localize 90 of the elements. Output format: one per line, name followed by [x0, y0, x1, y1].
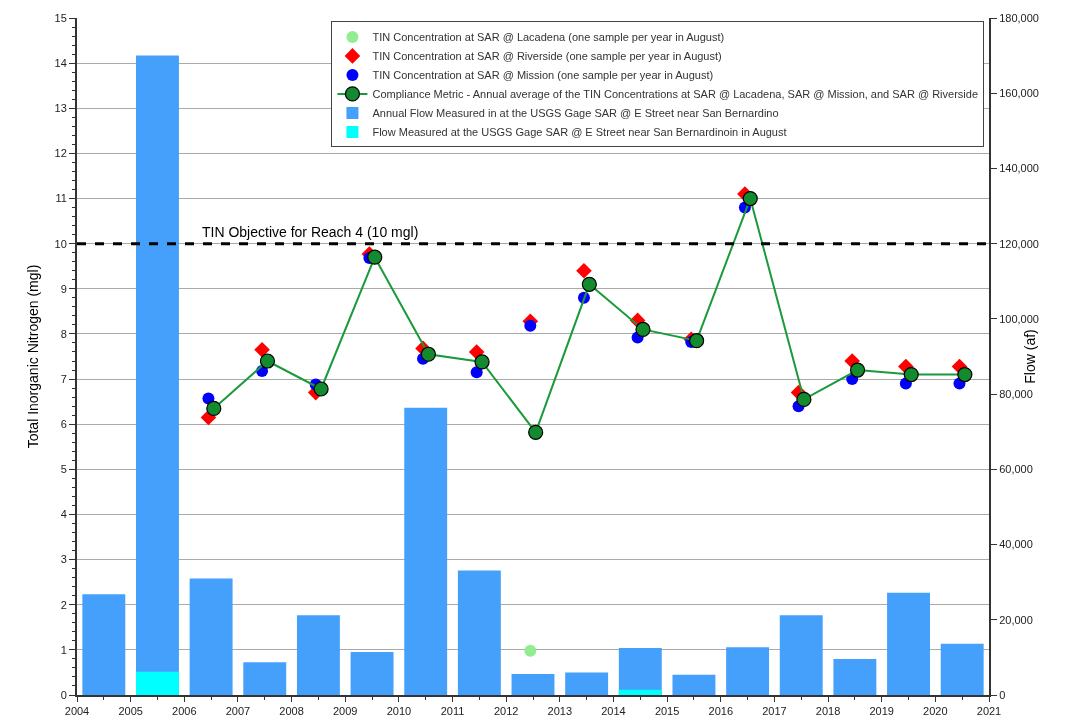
y-tick-label: 15: [54, 11, 67, 24]
y-tick-label: 0: [60, 688, 67, 701]
x-tick-label: 2007: [225, 705, 251, 718]
y-tick-label: 12: [54, 147, 67, 160]
y2-tick-label: 100,000: [999, 312, 1039, 325]
y-tick-label: 9: [60, 282, 67, 295]
point: [903, 366, 919, 383]
point: [581, 276, 597, 292]
bar: [243, 662, 287, 695]
ref-line-label: TIN Objective for Reach 4 (10 mgl): [202, 224, 419, 240]
x-tick-label: 2018: [815, 705, 841, 718]
x-tick-label: 2014: [601, 705, 626, 718]
y2-tick-label: 120,000: [999, 237, 1039, 250]
y-tick-label: 2: [60, 598, 67, 611]
point: [689, 333, 705, 349]
y-tick-label: 14: [54, 56, 67, 69]
y2-axis-title: Flow (af): [1022, 329, 1038, 384]
y-tick-label: 4: [60, 508, 67, 521]
point: [313, 381, 329, 397]
point: [957, 366, 973, 383]
y2-tick-label: 180,000: [999, 11, 1039, 24]
y-tick-label: 8: [60, 327, 67, 340]
y2-tick-label: 0: [999, 688, 1006, 701]
y-tick-label: 3: [60, 553, 67, 566]
point: [367, 249, 383, 265]
point: [796, 391, 812, 407]
x-tick-label: 2012: [493, 705, 519, 718]
y2-tick-label: 80,000: [999, 387, 1033, 400]
x-tick-label: 2008: [279, 705, 304, 718]
bar: [726, 647, 770, 695]
x-tick-label: 2019: [869, 705, 894, 718]
y-tick-label: 1: [60, 643, 67, 656]
bar: [136, 671, 179, 695]
legend-label: TIN Concentration at SAR @ Riverside (one sample per year in August): [372, 50, 722, 63]
legend-label: Flow Measured at the USGS Gage SAR @ E Street near San Bernardinoin in August: [372, 126, 787, 139]
x-tick-label: 2021: [976, 705, 1002, 718]
x-tick-label: 2015: [654, 705, 680, 718]
y-tick-label: 13: [54, 102, 67, 115]
y-tick-label: 11: [55, 192, 67, 205]
bar: [296, 615, 340, 695]
x-tick-label: 2016: [708, 705, 733, 718]
point: [524, 319, 537, 332]
point: [524, 644, 537, 657]
legend-label: Compliance Metric - Annual average of the TIN Concentrations at SAR @ Lacadena, SAR @ Mission, and SAR @ Riverside: [372, 88, 979, 101]
point: [206, 400, 222, 416]
bar: [404, 407, 448, 695]
bar: [350, 652, 394, 695]
point: [259, 353, 276, 369]
point: [254, 341, 270, 358]
bar: [189, 578, 233, 695]
point: [742, 190, 758, 207]
bar: [672, 674, 716, 695]
bar: [457, 570, 501, 695]
y2-tick-label: 140,000: [999, 162, 1039, 175]
y-tick-label: 7: [60, 372, 67, 385]
point: [470, 366, 483, 379]
point: [635, 321, 651, 338]
y2-tick-label: 40,000: [999, 538, 1033, 551]
bar: [833, 658, 877, 695]
point: [528, 424, 544, 440]
bar: [565, 672, 609, 695]
bar: [887, 592, 930, 695]
legend-label: TIN Concentration at SAR @ Lacadena (one sample per year in August): [372, 31, 725, 44]
point: [420, 346, 436, 362]
y2-tick-label: 60,000: [999, 463, 1033, 476]
x-tick-label: 2004: [64, 705, 90, 718]
x-tick-label: 2006: [172, 705, 197, 718]
bar: [779, 615, 823, 695]
y2-tick-label: 20,000: [999, 613, 1033, 626]
y2-tick-label: 160,000: [999, 87, 1039, 100]
bar: [618, 689, 662, 695]
point: [576, 262, 592, 279]
x-tick-label: 2010: [386, 705, 412, 718]
x-tick-label: 2017: [762, 705, 787, 718]
point: [474, 354, 490, 370]
legend-label: Annual Flow Measured in at the USGS Gage SAR @ E Street near San Bernardino: [372, 107, 779, 120]
bar: [511, 673, 555, 695]
y-tick-label: 6: [60, 418, 67, 431]
y-axis-title: Total Inorganic Nitrogen (mgl): [25, 264, 41, 449]
y-tick-label: 5: [60, 463, 67, 476]
bar: [82, 594, 126, 695]
x-tick-label: 2020: [923, 705, 948, 718]
legend-label: TIN Concentration at SAR @ Mission (one sample per year in August): [372, 69, 714, 82]
x-tick-label: 2013: [547, 705, 573, 718]
point: [849, 362, 866, 378]
x-tick-label: 2011: [440, 705, 465, 718]
x-tick-label: 2009: [333, 705, 358, 718]
x-tick-label: 2005: [118, 705, 143, 718]
bar: [940, 643, 984, 695]
y-tick-label: 10: [54, 237, 67, 250]
